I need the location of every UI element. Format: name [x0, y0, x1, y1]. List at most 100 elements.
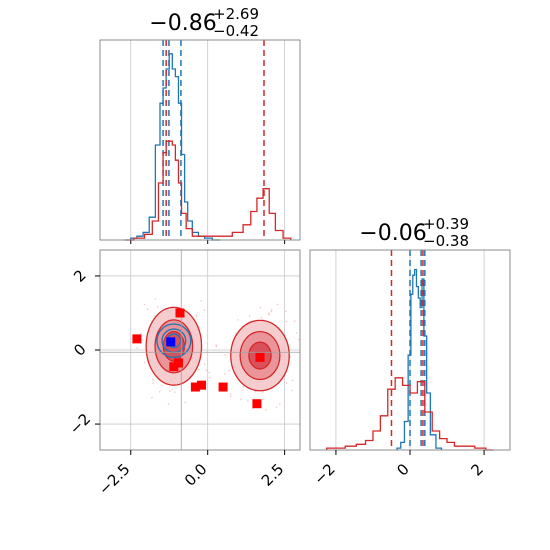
sample-dot — [203, 309, 206, 311]
sample-dot — [151, 396, 153, 399]
sample-dot — [247, 400, 249, 402]
sample-dot — [197, 368, 200, 371]
hist-series-1-step — [326, 377, 494, 451]
red-marker — [190, 382, 200, 392]
panel-title-value: −0.06 — [359, 221, 426, 246]
sample-dot — [152, 382, 154, 385]
joint-contour-panel: −2.5 0.0 2.5 2 0 −2 — [66, 249, 308, 499]
sample-dot — [208, 376, 211, 379]
sample-dot — [291, 379, 294, 382]
x-tick-label: −2.5 — [95, 460, 133, 498]
hist-series-0-step — [396, 268, 443, 450]
panel-title-value: −0.86 — [149, 11, 216, 36]
sample-dot — [223, 373, 226, 375]
sample-dot — [285, 320, 288, 323]
sample-dot — [160, 384, 163, 387]
sample-dot — [305, 357, 307, 359]
sample-dot — [195, 314, 198, 317]
blue-contour-level-0 — [156, 323, 192, 359]
sample-dot — [276, 303, 279, 306]
hist-series-0-step — [130, 53, 220, 241]
sample-dot — [293, 320, 296, 322]
sample-dot — [174, 391, 176, 393]
x-tick-label: 2.5 — [258, 460, 288, 490]
sample-dot — [270, 310, 273, 313]
sample-dot — [306, 360, 308, 362]
sample-dot — [261, 398, 264, 400]
sample-dot — [143, 361, 146, 364]
marginal-histogram-param-2: −2 0 2 −0.06+0.39−0.38 — [309, 215, 511, 488]
hist-series-1-step — [124, 140, 292, 241]
sample-dot — [270, 308, 273, 311]
panel-title-lower-error: −0.42 — [213, 22, 259, 40]
sample-dot — [260, 316, 263, 319]
sample-dot — [171, 388, 173, 391]
panel-title-upper-error: +0.39 — [423, 215, 469, 233]
marginal-histogram-param-1: −0.86+2.69−0.42 — [99, 5, 301, 244]
sample-dot — [151, 378, 154, 381]
x-tick-label: 2 — [467, 460, 486, 479]
red-marker — [218, 382, 228, 392]
sample-dot — [208, 371, 210, 374]
sample-dot — [203, 363, 206, 365]
red-marker — [197, 380, 207, 390]
y-tick-label: −2 — [66, 410, 94, 438]
sample-dot — [215, 344, 217, 346]
sample-dot — [303, 348, 305, 350]
red-marker — [252, 399, 262, 409]
red-marker — [132, 334, 142, 344]
sample-dot — [285, 382, 288, 384]
sample-dot — [242, 385, 245, 388]
sample-dot — [228, 369, 230, 372]
sample-dot — [167, 403, 170, 405]
y-tick-label: 2 — [70, 266, 89, 285]
sample-dot — [240, 398, 242, 401]
sample-dot — [268, 313, 270, 316]
sample-dot — [262, 391, 264, 393]
panel-title-lower-error: −0.38 — [423, 232, 469, 250]
sample-dot — [285, 310, 287, 313]
sample-dot — [289, 356, 292, 358]
sample-dot — [158, 390, 161, 393]
sample-dot — [291, 389, 294, 392]
sample-dot — [254, 390, 257, 393]
x-tick-label: −2 — [310, 460, 338, 488]
sample-dot — [154, 298, 157, 300]
red-marker — [175, 308, 185, 318]
sample-dot — [154, 315, 156, 317]
sample-dot — [237, 319, 239, 321]
sample-dot — [200, 299, 203, 302]
sample-dot — [224, 354, 226, 356]
x-tick-label: 0 — [393, 460, 412, 479]
red-marker — [169, 362, 179, 372]
sample-dot — [136, 347, 138, 349]
panel-title-upper-error: +2.69 — [213, 5, 259, 23]
sample-dot — [157, 306, 159, 308]
sample-dot — [143, 303, 146, 306]
sample-dot — [205, 369, 208, 372]
sample-dot — [268, 312, 270, 315]
sample-dot — [229, 393, 232, 396]
sample-dot — [241, 389, 244, 392]
sample-dot — [278, 403, 281, 405]
sample-dot — [275, 406, 278, 409]
sample-dot — [265, 409, 267, 411]
sample-dot — [168, 390, 171, 393]
red-marker — [173, 358, 183, 368]
sample-dot — [146, 308, 149, 310]
y-tick-label: 0 — [70, 340, 89, 359]
sample-dot — [298, 338, 300, 341]
sample-dot — [184, 401, 187, 404]
sample-dot — [140, 332, 142, 335]
sample-dot — [248, 315, 251, 317]
panel-frame — [99, 39, 301, 241]
sample-dot — [195, 316, 198, 318]
sample-dot — [295, 332, 298, 334]
sample-dot — [229, 395, 232, 398]
blue-marker — [166, 337, 176, 347]
sample-dot — [259, 306, 262, 309]
x-tick-label: 0.0 — [181, 460, 211, 490]
red-marker — [255, 352, 265, 362]
joint-plot-area — [100, 250, 308, 450]
